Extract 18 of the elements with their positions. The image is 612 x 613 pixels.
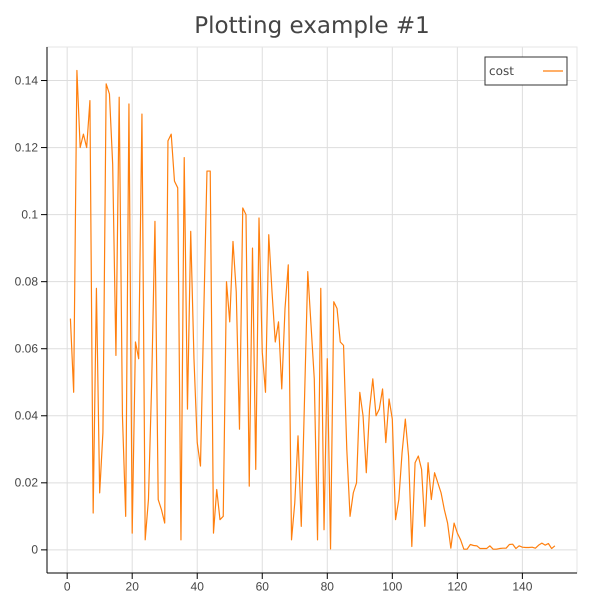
y-tick-label: 0.12 [14,140,38,154]
y-tick-label: 0.04 [14,408,38,423]
y-tick-label: 0.08 [14,274,38,289]
chart-title: Plotting example #1 [194,13,430,39]
y-tick-label: 0.06 [14,342,38,356]
x-tick-label: 140 [512,580,533,594]
legend: cost [484,56,568,86]
x-tick-label: 40 [190,580,204,594]
y-tick-label: 0.14 [14,73,38,88]
x-tick-label: 60 [256,580,270,594]
x-tick-label: 20 [126,580,140,594]
x-tick-label: 80 [320,580,334,594]
x-tick-label: 100 [382,580,403,594]
y-tick-label: 0 [31,542,38,557]
x-tick-label: 120 [447,580,468,594]
x-tick-label: 0 [64,580,71,594]
y-tick-label: 0.02 [14,476,38,490]
y-tick-label: 0.1 [21,207,38,222]
